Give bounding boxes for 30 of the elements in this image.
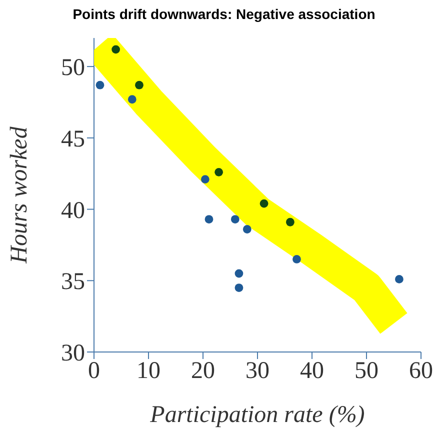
x-axis-title: Participation rate (%) bbox=[149, 402, 365, 428]
point bbox=[200, 175, 210, 184]
point bbox=[292, 255, 301, 264]
x-tick-label: 10 bbox=[136, 358, 160, 384]
y-tick-label: 40 bbox=[61, 198, 85, 224]
point bbox=[112, 45, 120, 54]
x-tick-label: 0 bbox=[88, 358, 100, 384]
point bbox=[242, 225, 252, 234]
point bbox=[286, 218, 294, 226]
y-tick-label: 30 bbox=[61, 340, 85, 367]
chart-title: Points drift downwards: Negative association bbox=[72, 6, 376, 22]
x-tick-label: 30 bbox=[246, 358, 270, 384]
y-axis-title: Hours worked bbox=[6, 126, 33, 264]
point bbox=[135, 80, 144, 90]
point bbox=[214, 168, 224, 176]
y-tick-label: 45 bbox=[61, 126, 85, 152]
y-tick-label: 50 bbox=[61, 55, 85, 82]
y-tick-label: 35 bbox=[61, 269, 85, 296]
point bbox=[204, 215, 214, 224]
x-tick-label: 40 bbox=[300, 358, 324, 384]
point bbox=[234, 284, 244, 292]
x-tick-label: 60 bbox=[409, 358, 433, 384]
point bbox=[395, 275, 404, 284]
point bbox=[96, 80, 104, 90]
point bbox=[234, 269, 244, 278]
x-tick-label: 50 bbox=[354, 358, 378, 384]
x-tick-label: 20 bbox=[191, 358, 215, 384]
point bbox=[230, 215, 240, 224]
point bbox=[260, 199, 268, 208]
point bbox=[128, 95, 136, 104]
